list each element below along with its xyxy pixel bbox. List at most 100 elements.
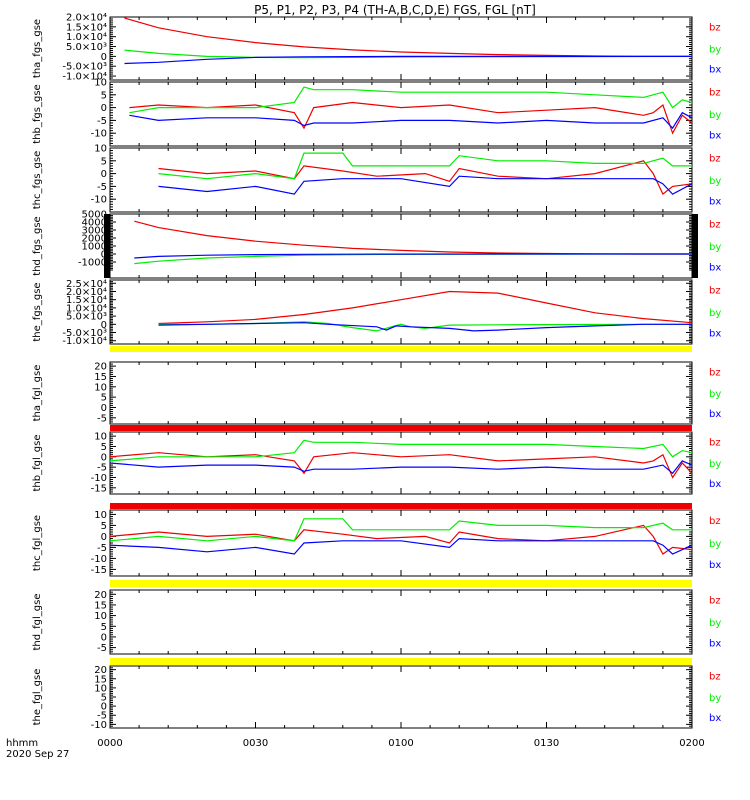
y-tick-label: 20 bbox=[94, 362, 107, 373]
y-tick-label: 1000 bbox=[82, 242, 107, 253]
y-tick-label: -5 bbox=[97, 182, 107, 193]
y-tick-label: 5.0×10³ bbox=[66, 312, 107, 323]
legend-bz: bz bbox=[709, 220, 721, 231]
legend-bz: bz bbox=[709, 671, 721, 682]
legend-by: by bbox=[709, 459, 721, 470]
series-group bbox=[129, 86, 692, 135]
y-tick-label: 2.0×10⁴ bbox=[66, 13, 107, 24]
y-tick-label: 5 bbox=[101, 90, 107, 101]
x-tick-label: 0030 bbox=[243, 738, 268, 749]
panel-thc_fgs_gse: -10 -5 0 510 thc_fgs_gse bz by bx bbox=[32, 144, 721, 213]
y-tick-label: -5 bbox=[97, 543, 107, 554]
panel-ylabel: tha_fgl_gse bbox=[32, 365, 43, 422]
status-bar bbox=[110, 580, 692, 587]
y-tick-label: -5 bbox=[97, 413, 107, 424]
y-tick-label: 2.0×10⁴ bbox=[66, 287, 107, 298]
legend-bx: bx bbox=[709, 479, 721, 490]
series-line-bz bbox=[124, 17, 692, 58]
panel-ylabel: thc_fgl_gse bbox=[32, 515, 43, 571]
legend-bz: bz bbox=[709, 88, 721, 99]
panel-frame bbox=[109, 509, 693, 577]
series-line-by bbox=[110, 439, 692, 462]
y-tick-label: 5 bbox=[101, 622, 107, 633]
status-bar bbox=[104, 214, 110, 278]
y-tick-label: -15 bbox=[91, 483, 107, 494]
y-tick-label: 2000 bbox=[82, 234, 107, 245]
y-tick-label: 0 bbox=[101, 632, 107, 643]
series-group bbox=[110, 518, 692, 555]
panel-ylabel: thb_fgs_gse bbox=[32, 84, 43, 143]
legend-bx: bx bbox=[709, 638, 721, 649]
legend-by: by bbox=[709, 176, 721, 187]
y-tick-label: -10 bbox=[91, 129, 107, 140]
series-group bbox=[124, 17, 692, 65]
series-line-by bbox=[158, 321, 692, 332]
x-tick-label: 0130 bbox=[534, 738, 559, 749]
legend-bx: bx bbox=[709, 560, 721, 571]
panel-frame bbox=[109, 147, 693, 213]
y-tick-label: -1000 bbox=[78, 258, 107, 269]
y-tick-label: 10 bbox=[94, 78, 107, 89]
y-tick-label: -5 bbox=[97, 643, 107, 654]
legend-bz: bz bbox=[709, 286, 721, 297]
y-tick-label: 0 bbox=[101, 169, 107, 180]
status-bar bbox=[110, 425, 692, 431]
series-line-bx bbox=[110, 460, 692, 475]
series-line-bz bbox=[158, 290, 692, 325]
panel-ylabel: thb_fgl_gse bbox=[32, 435, 43, 492]
series-line-bz bbox=[110, 452, 692, 479]
y-tick-label: 5 bbox=[101, 521, 107, 532]
y-tick-label: 10 bbox=[94, 144, 107, 155]
y-tick-label: 1.5×10⁴ bbox=[66, 295, 107, 306]
panel-ylabel: the_fgl_gse bbox=[32, 669, 43, 726]
y-tick-label: 0 bbox=[101, 532, 107, 543]
y-tick-label: 20 bbox=[94, 665, 107, 676]
legend-bz: bz bbox=[709, 367, 721, 378]
y-tick-label: -5.0×10³ bbox=[62, 328, 107, 339]
panel-frame bbox=[109, 665, 693, 729]
y-tick-label: 5 bbox=[101, 442, 107, 453]
panel-the_fgs_gse: -1.0×10⁴-5.0×10³05.0×10³1.0×10⁴1.5×10⁴2.… bbox=[32, 279, 721, 347]
y-tick-label: 10 bbox=[94, 611, 107, 622]
series-line-bx bbox=[158, 322, 692, 332]
series-group bbox=[110, 439, 692, 479]
y-tick-label: -5 bbox=[97, 711, 107, 722]
y-tick-label: 5 bbox=[101, 156, 107, 167]
x-tick-label: 0000 bbox=[97, 738, 122, 749]
panel-ylabel: thd_fgl_gse bbox=[32, 594, 43, 651]
series-line-bx bbox=[110, 537, 692, 555]
legend-by: by bbox=[709, 618, 721, 629]
panel-ylabel: thc_fgs_gse bbox=[32, 151, 43, 210]
legend-bx: bx bbox=[709, 196, 721, 207]
legend-by: by bbox=[709, 539, 721, 550]
y-tick-label: -10 bbox=[91, 195, 107, 206]
panel-frame bbox=[109, 213, 693, 279]
y-tick-label: 1.0×10⁴ bbox=[66, 303, 107, 314]
y-tick-label: -10 bbox=[91, 554, 107, 565]
series-line-bz bbox=[110, 524, 692, 555]
series-line-bx bbox=[158, 175, 692, 195]
y-tick-label: 0 bbox=[101, 702, 107, 713]
y-tick-label: -5 bbox=[97, 463, 107, 474]
series-group bbox=[158, 152, 692, 196]
time-axis: 0000 0030 0100 0130 0200 bbox=[97, 738, 704, 749]
y-tick-label: -15 bbox=[91, 565, 107, 576]
y-tick-label: 10 bbox=[94, 683, 107, 694]
y-tick-label: 0 bbox=[101, 452, 107, 463]
panel-frame bbox=[109, 589, 693, 655]
status-bars-group bbox=[104, 214, 698, 665]
legend-by: by bbox=[709, 693, 721, 704]
series-group bbox=[158, 290, 692, 332]
legend-by: by bbox=[709, 45, 721, 56]
y-tick-label: 0 bbox=[101, 403, 107, 414]
plot-title: P5, P1, P2, P3, P4 (TH-A,B,C,D,E) FGS, F… bbox=[254, 3, 536, 17]
series-line-bz bbox=[129, 101, 692, 135]
panel-frame bbox=[109, 361, 693, 425]
series-line-by bbox=[158, 152, 692, 180]
legend-bz: bz bbox=[709, 437, 721, 448]
legend-bx: bx bbox=[709, 713, 721, 724]
